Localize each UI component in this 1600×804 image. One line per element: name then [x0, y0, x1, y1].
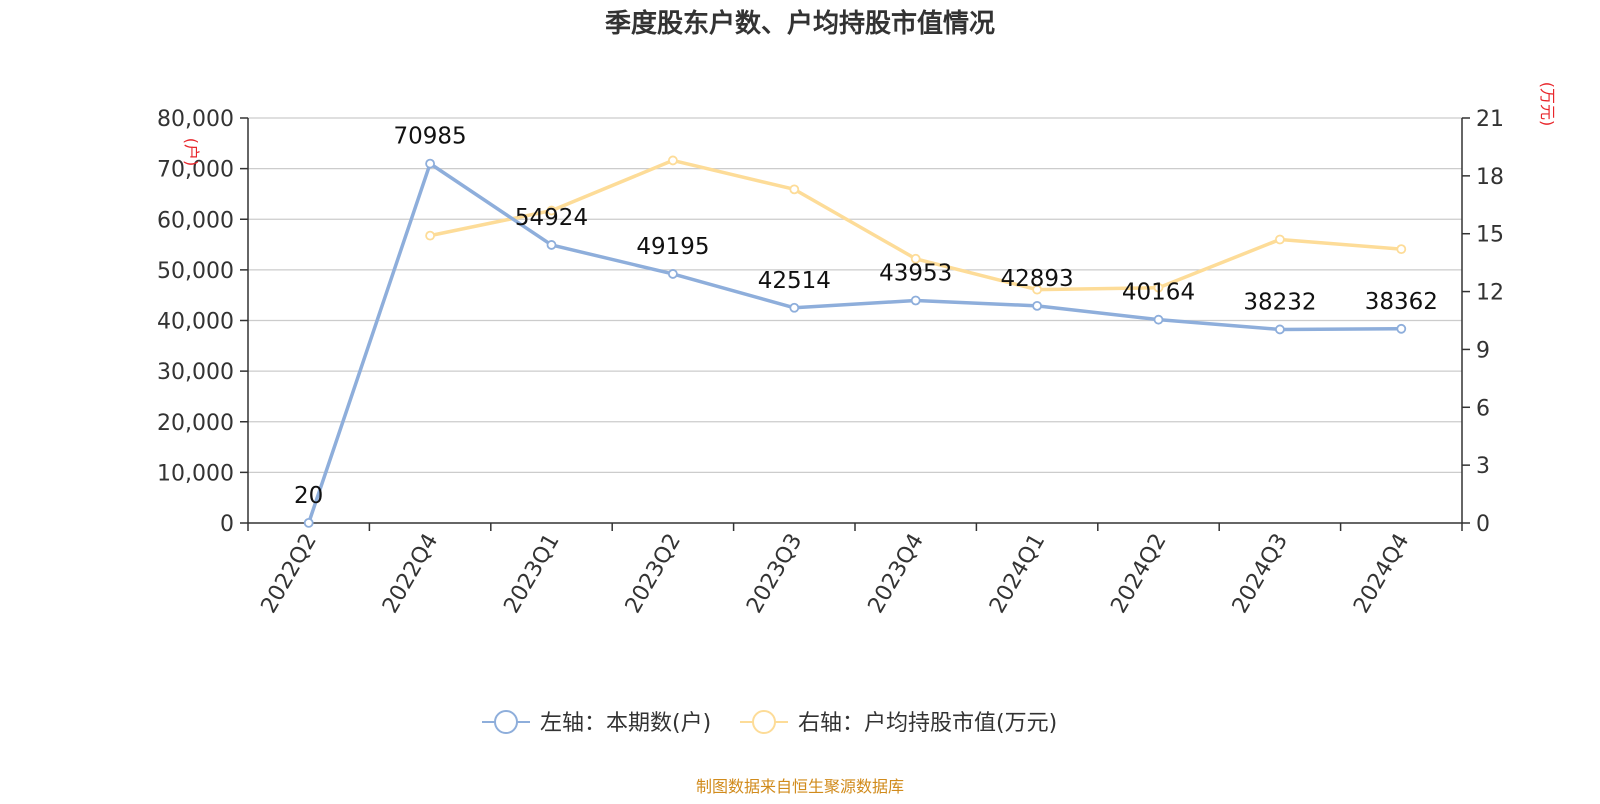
right-series-marker	[546, 205, 557, 216]
right-series-marker	[1275, 234, 1285, 245]
left-axis-tick-label: 70,000	[157, 158, 234, 183]
left-series-line	[307, 161, 1402, 524]
left-axis-tick-label: 0	[220, 512, 234, 537]
series-lines	[303, 155, 1407, 528]
right-series-marker	[425, 230, 436, 241]
left-axis-tick-label: 10,000	[157, 461, 234, 486]
data-label: 49195	[636, 234, 709, 260]
left-axis-tick-label: 40,000	[157, 310, 234, 335]
right-series-marker	[910, 253, 921, 264]
data-label: 43953	[879, 260, 952, 286]
x-axis-tick-label: 2024Q4	[1349, 530, 1414, 618]
left-series-marker	[425, 158, 436, 169]
x-axis-tick-label: 2024Q2	[1106, 530, 1171, 618]
data-label: 54924	[515, 205, 588, 231]
x-axis-tick-label: 2024Q3	[1228, 530, 1293, 618]
grid-lines	[248, 117, 1462, 473]
left-series-marker	[789, 302, 800, 313]
left-series-marker	[1032, 300, 1042, 311]
x-axis-tick-label: 2023Q1	[499, 530, 564, 618]
x-axis-tick-label: 2023Q2	[621, 530, 686, 618]
left-series-marker	[1396, 323, 1407, 334]
chart-title: 季度股东户数、户均持股市值情况	[605, 8, 995, 39]
left-axis-tick-label: 30,000	[157, 360, 234, 385]
x-axis-tick-label: 2022Q2	[257, 530, 322, 618]
left-series-marker	[1275, 324, 1285, 335]
x-axis-tick-label: 2024Q1	[985, 530, 1050, 618]
data-label: 38232	[1243, 289, 1316, 315]
data-label: 70985	[394, 124, 467, 150]
right-series-marker	[789, 184, 800, 195]
right-axis-tick-label: 0	[1476, 512, 1490, 537]
right-axis-tick-label: 15	[1476, 223, 1504, 248]
legend-right-series-label: 右轴：户均持股市值(万元)	[798, 711, 1057, 736]
right-axis-tick-label: 12	[1476, 281, 1504, 306]
left-series-marker	[546, 240, 557, 250]
data-label: 40164	[1122, 280, 1195, 306]
left-axis-tick-label: 80,000	[157, 107, 234, 132]
data-label: 38362	[1365, 289, 1438, 315]
x-axis-tick-label: 2022Q4	[378, 530, 443, 618]
left-axis-tick-label: 50,000	[157, 259, 234, 284]
right-series-marker	[1153, 282, 1164, 293]
right-series-marker	[668, 155, 678, 166]
right-axis-tick-label: 3	[1476, 454, 1490, 479]
left-axis-tick-label: 20,000	[157, 411, 234, 436]
data-label: 42514	[758, 268, 831, 294]
right-axis-tick-label: 9	[1476, 338, 1490, 363]
left-series-marker	[668, 269, 678, 279]
right-series-marker	[1032, 284, 1042, 295]
left-axis-tick-label: 60,000	[157, 208, 234, 233]
data-label: 42893	[1001, 266, 1074, 292]
data-labels: 20 70985 54924 49195 42514 43953 42893 40164 382…	[294, 124, 1438, 509]
legend: 左轴：本期数(户) 右轴：户均持股市值(万元)	[482, 710, 1057, 736]
x-axis-tick-label: 2023Q3	[742, 530, 807, 618]
right-axis-tick-label: 18	[1476, 165, 1504, 190]
legend-left-series-marker	[494, 710, 518, 734]
right-axis-tick-label: 21	[1476, 107, 1504, 132]
legend-left-series-label: 左轴：本期数(户)	[540, 711, 711, 736]
right-axis-unit-label: (万元)	[1538, 82, 1557, 127]
right-axis-tick-label: 6	[1476, 396, 1490, 421]
left-series-marker	[303, 517, 314, 528]
data-label: 20	[294, 483, 323, 509]
left-axis-unit-label: (户)	[182, 138, 201, 167]
right-series-marker	[1396, 244, 1407, 255]
source-note: 制图数据来自恒生聚源数据库	[696, 777, 904, 796]
left-series-marker	[1153, 314, 1164, 325]
legend-right-series-marker	[752, 710, 776, 734]
x-axis-tick-label: 2023Q4	[864, 530, 929, 618]
left-series-marker	[910, 295, 921, 306]
